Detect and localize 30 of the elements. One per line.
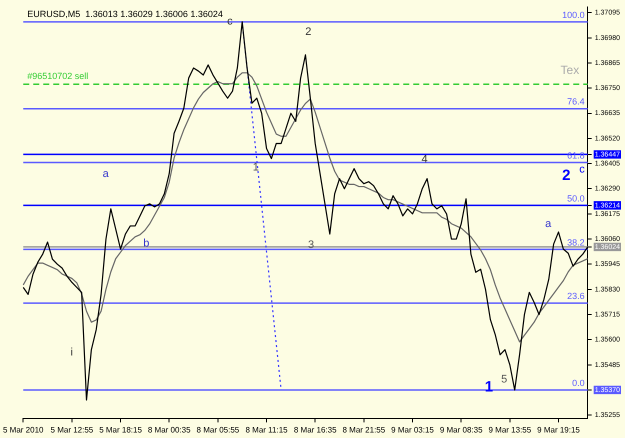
x-tick-label: 8 Mar 21:55 <box>342 425 386 434</box>
annotation: 50.0 <box>567 193 585 204</box>
x-tick-label: 8 Mar 16:35 <box>294 425 338 434</box>
x-tick-label: 9 Mar 03:15 <box>391 425 434 434</box>
annotation: 5 <box>501 373 508 386</box>
annotation: b <box>143 238 150 250</box>
annotation: 1 <box>252 162 259 174</box>
x-tick-label: 8 Mar 00:35 <box>148 425 192 434</box>
annotation: 100.0 <box>562 10 585 20</box>
annotation: c <box>579 164 586 176</box>
x-tick-label: 8 Mar 11:15 <box>245 425 288 434</box>
x-tick-label: 8 Mar 05:55 <box>196 425 240 434</box>
ref-line-label: #96510702 sell <box>27 71 88 82</box>
annotation: 23.6 <box>567 291 585 302</box>
annotation: 2 <box>562 166 570 184</box>
annotation: a <box>102 168 110 180</box>
annotation: 0.0 <box>572 378 585 388</box>
x-tick-label: 5 Mar 2010 <box>3 425 44 434</box>
x-tick-label: 9 Mar 08:35 <box>440 425 484 434</box>
chart-title: EURUSD,M5 1.36013 1.36029 1.36006 1.36024 <box>27 9 223 20</box>
annotation: i <box>70 346 74 359</box>
annotation: a <box>545 218 552 230</box>
x-tick-label: 9 Mar 13:55 <box>488 425 532 434</box>
x-tick-label: 5 Mar 12:55 <box>50 425 94 434</box>
x-tick-label: 5 Mar 18:15 <box>99 425 142 434</box>
x-tick-label: 9 Mar 19:15 <box>537 425 580 434</box>
annotation: 38.2 <box>567 237 585 248</box>
annotation: Tex <box>560 63 580 78</box>
annotation: 76.4 <box>567 96 585 107</box>
annotation: 2 <box>305 26 312 38</box>
